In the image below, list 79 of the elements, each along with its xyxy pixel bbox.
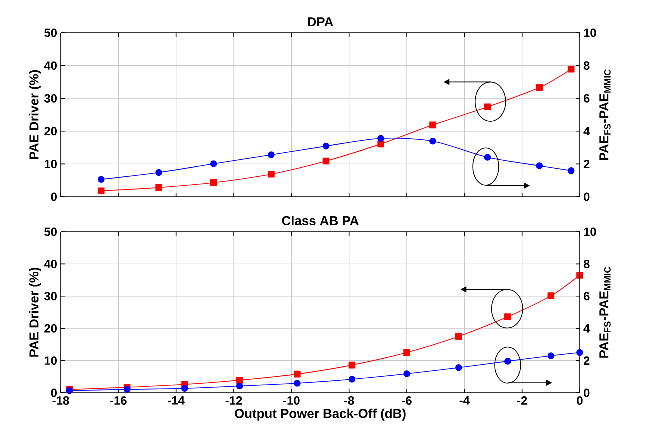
point	[348, 362, 356, 369]
point	[548, 352, 555, 360]
y2-tick-label: 10	[584, 228, 596, 236]
y2-tick-label: 2	[584, 160, 590, 168]
y-tick-label: 20	[44, 324, 57, 333]
x-tick-label: -10	[284, 396, 300, 405]
y-axis-title: PAE Driver (%)	[29, 268, 42, 357]
point	[430, 122, 436, 129]
y2-tick-label: 4	[584, 324, 590, 333]
point	[182, 385, 188, 392]
y-tick-label: 20	[44, 127, 57, 136]
point	[504, 358, 512, 365]
point	[268, 170, 275, 178]
y2-axis-title: PAE$_{FS}$-PAE$_{MMIC}$	[600, 267, 611, 358]
y-tick-label: 10	[44, 160, 57, 168]
point	[404, 349, 410, 356]
y-tick-label: 0	[51, 388, 57, 398]
point	[568, 168, 575, 174]
point	[568, 66, 575, 73]
x-tick-label: -8	[344, 396, 354, 405]
y2-tick-label: 0	[584, 192, 590, 202]
point	[576, 272, 584, 279]
point	[548, 292, 555, 300]
point	[156, 169, 162, 176]
y-tick-label: 10	[44, 356, 57, 366]
x-tick-label: 0	[577, 396, 583, 405]
point	[484, 104, 492, 111]
x-tick-label: -18	[52, 396, 70, 405]
x-tick-label: -14	[168, 396, 185, 405]
point	[504, 314, 512, 320]
point	[378, 140, 384, 148]
point	[210, 160, 218, 168]
point	[378, 135, 384, 142]
x-tick-label: -2	[517, 396, 528, 405]
point	[322, 142, 330, 150]
y2-tick-label: 10	[584, 28, 596, 38]
y2-tick-label: 8	[584, 260, 590, 268]
y2-tick-label: 6	[584, 292, 590, 301]
point	[536, 162, 544, 170]
chart-title: Class AB PA	[282, 216, 359, 226]
point	[536, 84, 544, 92]
y-tick-label: 40	[44, 62, 57, 70]
point	[268, 152, 275, 158]
point	[98, 176, 105, 184]
x-axis-title: Output Power Back-Off (dB)	[235, 408, 406, 421]
point	[294, 370, 301, 378]
point	[484, 154, 492, 161]
point	[210, 179, 218, 186]
point	[322, 158, 330, 165]
point	[456, 333, 462, 340]
x-tick-label: -4	[460, 396, 470, 405]
x-tick-label: -6	[402, 396, 412, 405]
x-tick-label: -16	[110, 396, 127, 405]
y2-tick-label: 0	[584, 388, 590, 398]
point	[156, 184, 162, 192]
y-tick-label: 30	[44, 94, 57, 103]
y-tick-label: 50	[44, 28, 57, 38]
y2-tick-label: 2	[584, 356, 590, 365]
point	[456, 364, 462, 372]
point	[98, 188, 105, 194]
point	[236, 382, 244, 390]
point	[576, 349, 584, 356]
y2-tick-label: 4	[584, 127, 590, 136]
x-tick-label: -12	[226, 396, 242, 405]
chart-title: DPA	[308, 18, 334, 26]
point	[404, 370, 410, 378]
y-tick-label: 0	[51, 192, 57, 202]
y2-tick-label: 6	[584, 94, 590, 103]
point	[294, 380, 301, 387]
point	[348, 376, 356, 383]
point	[236, 377, 244, 384]
point	[430, 138, 436, 145]
y2-axis-title: PAE$_{FS}$-PAE$_{MMIC}$	[600, 70, 611, 160]
y-axis-title: PAE Driver (%)	[29, 70, 42, 160]
y-tick-label: 50	[44, 228, 57, 236]
y-tick-label: 30	[44, 292, 57, 301]
point	[124, 386, 131, 394]
y-tick-label: 40	[44, 260, 57, 268]
y2-tick-label: 8	[584, 62, 590, 70]
